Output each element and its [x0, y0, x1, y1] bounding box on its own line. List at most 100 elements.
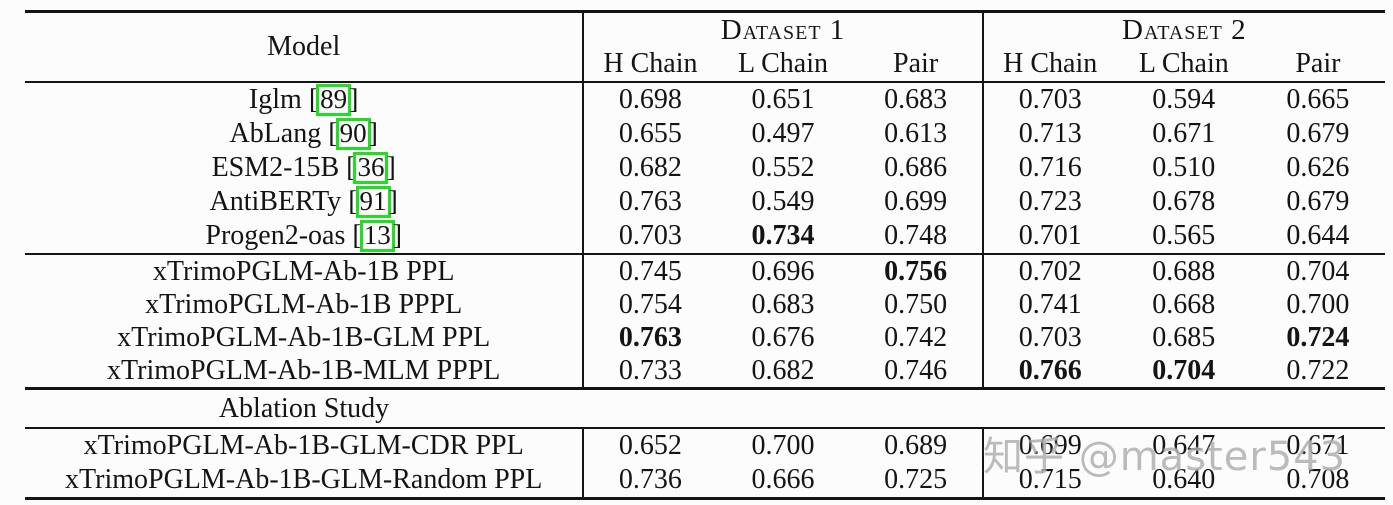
cell-value: 0.703: [981, 82, 1117, 117]
cell-value: 0.704: [1286, 255, 1350, 287]
cell-value: 0.682: [716, 354, 850, 390]
cell-value: 0.685: [1152, 321, 1216, 353]
cell-value: 0.655: [582, 117, 717, 151]
cell-value: 0.766: [981, 354, 1117, 390]
model-label: AbLang: [229, 117, 322, 149]
model-name: Progen2-oas [13]: [25, 219, 584, 255]
cell-value: 0.713: [981, 117, 1117, 151]
cell-value: 0.668: [1152, 288, 1216, 320]
cell-value: 0.644: [1250, 219, 1385, 255]
cell-value: 0.704: [1116, 354, 1251, 390]
results-table: Model Dataset 1 Dataset 2 H Chain L Chai…: [25, 10, 1385, 500]
cell-value: 0.742: [884, 321, 948, 353]
model-name: ESM2-15B [36]: [25, 151, 583, 185]
ablation-section-header-row: Ablation Study: [25, 388, 1385, 429]
cell-value: 0.703: [582, 219, 717, 255]
cite-bracket: [: [308, 83, 319, 115]
cell-value: 0.745: [582, 254, 717, 288]
cite-bracket: [: [346, 151, 356, 183]
cite-bracket: [: [328, 117, 338, 149]
table-row: Progen2-oas [13] 0.703 0.734 0.748 0.701…: [25, 219, 1385, 255]
ablation-section-header: Ablation Study: [25, 388, 1385, 429]
model-name: AntiBERTy [91]: [25, 185, 583, 219]
model-name: xTrimoPGLM-Ab-1B-MLM PPPL: [25, 354, 584, 390]
cell-value: 0.678: [1152, 186, 1216, 217]
cell-value: 0.741: [981, 288, 1117, 321]
table-row: xTrimoPGLM-Ab-1B-GLM-Random PPL 0.736 0.…: [25, 463, 1385, 499]
table-row: xTrimoPGLM-Ab-1B PPPL 0.754 0.683 0.750 …: [25, 288, 1385, 321]
table-row: AbLang [90] 0.655 0.497 0.613 0.713 0.67…: [25, 117, 1385, 151]
citation-link[interactable]: 89: [316, 83, 352, 117]
model-label: Iglm: [248, 83, 302, 115]
cell-value: 0.689: [884, 430, 948, 461]
cell-value: 0.549: [751, 186, 815, 217]
cell-value: 0.702: [981, 254, 1117, 288]
cite-bracket: ]: [386, 151, 396, 183]
cite-bracket: [: [352, 219, 362, 251]
cell-value: 0.722: [1250, 354, 1385, 390]
column-group-dataset-1: Dataset 1: [582, 11, 983, 47]
cell-value: 0.723: [981, 185, 1117, 219]
cite-bracket: ]: [388, 185, 398, 217]
cell-value: 0.756: [884, 255, 948, 287]
cell-value: 0.748: [849, 219, 983, 255]
model-name: xTrimoPGLM-Ab-1B PPL: [152, 255, 455, 287]
cell-value: 0.647: [1152, 430, 1216, 461]
cell-value: 0.510: [1152, 152, 1216, 183]
model-name: xTrimoPGLM-Ab-1B-GLM-Random PPL: [65, 464, 543, 495]
column-header-d2-pair: Pair: [1250, 47, 1385, 83]
column-header-d1-h-chain: H Chain: [582, 47, 717, 83]
cell-value: 0.666: [751, 464, 815, 495]
model-name: xTrimoPGLM-Ab-1B-GLM PPL: [117, 321, 491, 353]
cell-value: 0.725: [884, 464, 948, 495]
cell-value: 0.626: [1286, 152, 1350, 183]
cell-value: 0.686: [884, 152, 948, 183]
cell-value: 0.497: [751, 118, 815, 149]
cell-value: 0.763: [582, 321, 717, 354]
cell-value: 0.594: [1152, 84, 1216, 115]
cell-value: 0.565: [1116, 219, 1251, 255]
cell-value: 0.679: [1286, 118, 1350, 149]
model-name: AbLang [90]: [25, 117, 583, 151]
column-header-d1-l-chain: L Chain: [716, 47, 850, 83]
cell-value: 0.696: [751, 255, 815, 287]
cell-value: 0.699: [981, 428, 1117, 463]
model-label: AntiBERTy: [209, 185, 342, 217]
cite-bracket: [: [348, 185, 358, 217]
cell-value: 0.716: [981, 151, 1117, 185]
citation-link[interactable]: 91: [355, 185, 391, 219]
cell-value: 0.682: [582, 151, 717, 185]
cell-value: 0.733: [582, 354, 717, 390]
table-row: xTrimoPGLM-Ab-1B-MLM PPPL 0.733 0.682 0.…: [25, 354, 1385, 390]
cite-bracket: ]: [368, 117, 378, 149]
cell-value: 0.754: [582, 288, 717, 321]
citation-link[interactable]: 36: [353, 151, 389, 185]
table-row: ESM2-15B [36] 0.682 0.552 0.686 0.716 0.…: [25, 151, 1385, 185]
cell-value: 0.736: [582, 463, 717, 499]
cell-value: 0.700: [1286, 288, 1350, 320]
column-group-dataset-2: Dataset 2: [981, 11, 1385, 47]
cite-bracket: ]: [349, 83, 359, 115]
cell-value: 0.708: [1286, 464, 1350, 495]
column-header-d2-l-chain: L Chain: [1116, 47, 1251, 83]
cell-value: 0.700: [751, 430, 815, 461]
column-header-model: Model: [25, 11, 584, 83]
header-sub-row: H Chain L Chain Pair H Chain L Chain Pai…: [25, 47, 1385, 83]
citation-link[interactable]: 90: [335, 117, 371, 151]
model-label: ESM2-15B: [211, 151, 340, 183]
cell-value: 0.651: [751, 84, 815, 115]
table-row: Iglm [89] 0.698 0.651 0.683 0.703 0.594 …: [25, 82, 1385, 117]
cell-value: 0.746: [849, 354, 983, 390]
model-name: xTrimoPGLM-Ab-1B PPPL: [145, 288, 463, 320]
citation-link[interactable]: 13: [359, 219, 395, 253]
model-name: xTrimoPGLM-Ab-1B-GLM-CDR PPL: [83, 430, 524, 461]
cell-value: 0.552: [751, 152, 815, 183]
cell-value: 0.640: [1152, 464, 1216, 495]
table-row: xTrimoPGLM-Ab-1B-GLM PPL 0.763 0.676 0.7…: [25, 321, 1385, 354]
cell-value: 0.688: [1152, 255, 1216, 287]
table-row: AntiBERTy [91] 0.763 0.549 0.699 0.723 0…: [25, 185, 1385, 219]
cell-value: 0.683: [884, 84, 948, 115]
cell-value: 0.734: [716, 219, 850, 255]
cell-value: 0.724: [1286, 321, 1350, 353]
table-row: xTrimoPGLM-Ab-1B-GLM-CDR PPL 0.652 0.700…: [25, 428, 1385, 463]
